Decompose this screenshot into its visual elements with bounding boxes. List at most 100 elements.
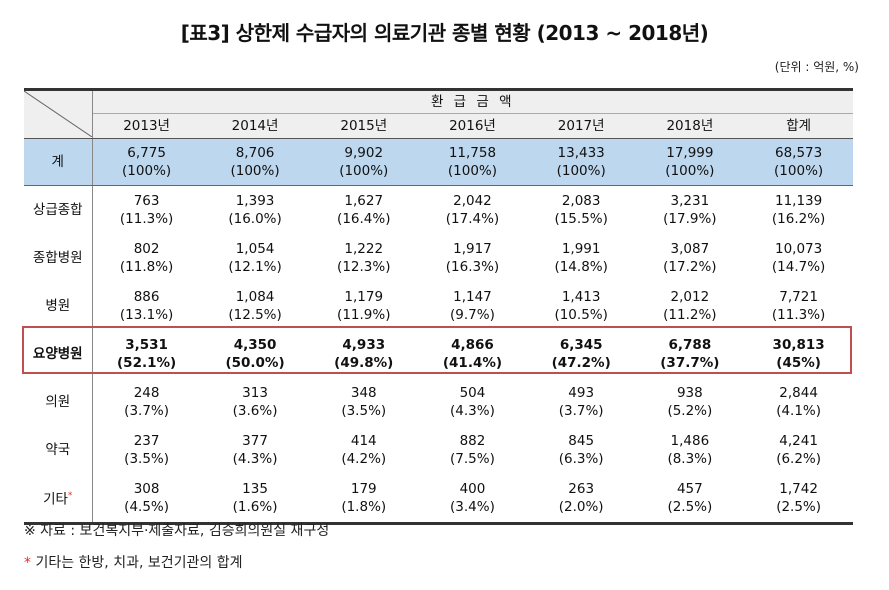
- cell-percent: (11.3%): [771, 307, 826, 323]
- cell-amount: 10,073: [774, 241, 823, 257]
- cell-percent: (3.6%): [232, 403, 278, 419]
- table-cell: 9,902 (100%): [309, 138, 419, 186]
- column-header: 2016년: [418, 113, 527, 139]
- row-label: 약국: [24, 426, 93, 474]
- cell-amount: 2,012: [670, 289, 710, 305]
- table-row: 종합병원 802 (11.8%) 1,054 (12.1%) 1,222 (12.3%) 1,…: [24, 234, 853, 282]
- table-cell: 400 (3.4%): [418, 474, 527, 525]
- cell-percent: (100%): [774, 163, 824, 179]
- table-cell: 414 (4.2%): [309, 426, 418, 474]
- cell-percent: (12.1%): [228, 259, 282, 275]
- table-cell: 886 (13.1%): [92, 282, 201, 330]
- column-header: 2013년: [92, 113, 201, 139]
- table-row: 병원 886 (13.1%) 1,084 (12.5%) 1,179 (11.9%) 1,14…: [24, 282, 853, 330]
- cell-amount: 30,813: [772, 337, 825, 353]
- cell-percent: (10.5%): [554, 307, 608, 323]
- row-label-text: 계: [51, 154, 64, 170]
- cell-amount: 6,775: [127, 145, 166, 161]
- diagonal-line: [24, 91, 92, 137]
- cell-amount: 11,758: [448, 145, 497, 161]
- cell-percent: (3.4%): [450, 499, 495, 515]
- cell-percent: (100%): [339, 163, 389, 179]
- cell-amount: 2,042: [453, 193, 492, 209]
- cell-percent: (4.3%): [450, 403, 495, 419]
- table-cell: 1,147 (9.7%): [418, 282, 527, 330]
- cell-amount: 845: [568, 433, 595, 449]
- cell-percent: (9.7%): [450, 307, 495, 323]
- row-label: 종합병원: [24, 234, 93, 282]
- row-label: 계: [24, 138, 93, 186]
- table-cell: 377 (4.3%): [201, 426, 310, 474]
- row-label-text: 의원: [45, 394, 71, 410]
- cell-amount: 2,844: [779, 385, 818, 401]
- table-cell: 2,083 (15.5%): [527, 186, 636, 235]
- cell-amount: 308: [133, 481, 160, 497]
- column-header: 2014년: [200, 113, 310, 139]
- cell-percent: (37.7%): [660, 355, 720, 371]
- row-label: 의원: [24, 378, 93, 426]
- cell-amount: 9,902: [344, 145, 384, 161]
- table-cell: 938 (5.2%): [636, 378, 745, 426]
- table-cell: 68,573 (100%): [744, 138, 853, 186]
- table-cell: 4,866 (41.4%): [418, 330, 527, 378]
- cell-percent: (4.3%): [232, 451, 278, 467]
- row-label: 병원: [24, 282, 93, 330]
- cell-percent: (7.5%): [450, 451, 495, 467]
- cell-percent: (4.2%): [341, 451, 387, 467]
- table-cell: 30,813 (45%): [744, 330, 853, 378]
- cell-amount: 6,345: [559, 337, 603, 353]
- cell-percent: (2.5%): [776, 499, 822, 515]
- cell-percent: (1.6%): [232, 499, 278, 515]
- cell-amount: 68,573: [774, 145, 823, 161]
- table-cell: 1,991 (14.8%): [527, 234, 636, 282]
- cell-percent: (49.8%): [334, 355, 394, 371]
- footnote-mark: *: [24, 555, 31, 571]
- cell-percent: (45%): [776, 355, 821, 371]
- table-cell: 1,054 (12.1%): [201, 234, 310, 282]
- table-row: 약국 237 (3.5%) 377 (4.3%) 414 (4.2%) 882 (7.5%) 84…: [24, 426, 853, 474]
- table-cell: 313 (3.6%): [201, 378, 310, 426]
- cell-amount: 1,742: [779, 481, 818, 497]
- table-cell: 2,042 (17.4%): [418, 186, 527, 235]
- table-cell: 7,721 (11.3%): [744, 282, 853, 330]
- table-cell: 1,084 (12.5%): [201, 282, 310, 330]
- cell-amount: 3,087: [670, 241, 710, 257]
- cell-amount: 1,222: [344, 241, 384, 257]
- cell-percent: (16.0%): [228, 211, 282, 227]
- column-header: 2018년: [635, 113, 745, 139]
- table-cell: 802 (11.8%): [92, 234, 201, 282]
- cell-percent: (13.1%): [119, 307, 174, 323]
- table-cell: 882 (7.5%): [418, 426, 527, 474]
- table-cell: 763 (11.3%): [92, 186, 201, 235]
- cell-percent: (12.5%): [228, 307, 282, 323]
- cell-amount: 886: [133, 289, 160, 305]
- cell-amount: 1,179: [344, 289, 384, 305]
- table-cell: 10,073 (14.7%): [744, 234, 853, 282]
- cell-amount: 4,350: [233, 337, 277, 353]
- cell-percent: (52.1%): [117, 355, 177, 371]
- cell-amount: 882: [459, 433, 486, 449]
- cell-percent: (12.3%): [337, 259, 391, 275]
- cell-amount: 1,084: [235, 289, 275, 305]
- row-label-text: 기타: [43, 491, 68, 508]
- cell-amount: 400: [459, 481, 486, 497]
- row-label: 요양병원: [24, 330, 93, 378]
- cell-amount: 8,706: [235, 145, 275, 161]
- cell-percent: (16.3%): [445, 259, 500, 275]
- row-label: 상급종합: [24, 185, 93, 234]
- cell-percent: (100%): [122, 163, 172, 179]
- cell-percent: (14.8%): [554, 259, 608, 275]
- column-header: 2015년: [309, 113, 419, 139]
- cell-amount: 17,999: [666, 145, 714, 161]
- cell-amount: 504: [459, 385, 486, 401]
- cell-percent: (41.4%): [442, 355, 503, 371]
- table-cell: 6,788 (37.7%): [636, 330, 745, 378]
- table-cell: 1,222 (12.3%): [309, 234, 418, 282]
- corner-cell: [24, 88, 93, 139]
- cell-percent: (17.9%): [663, 211, 717, 227]
- cell-percent: (47.2%): [551, 355, 611, 371]
- cell-amount: 457: [676, 481, 703, 497]
- row-label: 기타*: [24, 474, 93, 525]
- table-cell: 308 (4.5%): [92, 474, 201, 525]
- cell-amount: 135: [242, 481, 268, 497]
